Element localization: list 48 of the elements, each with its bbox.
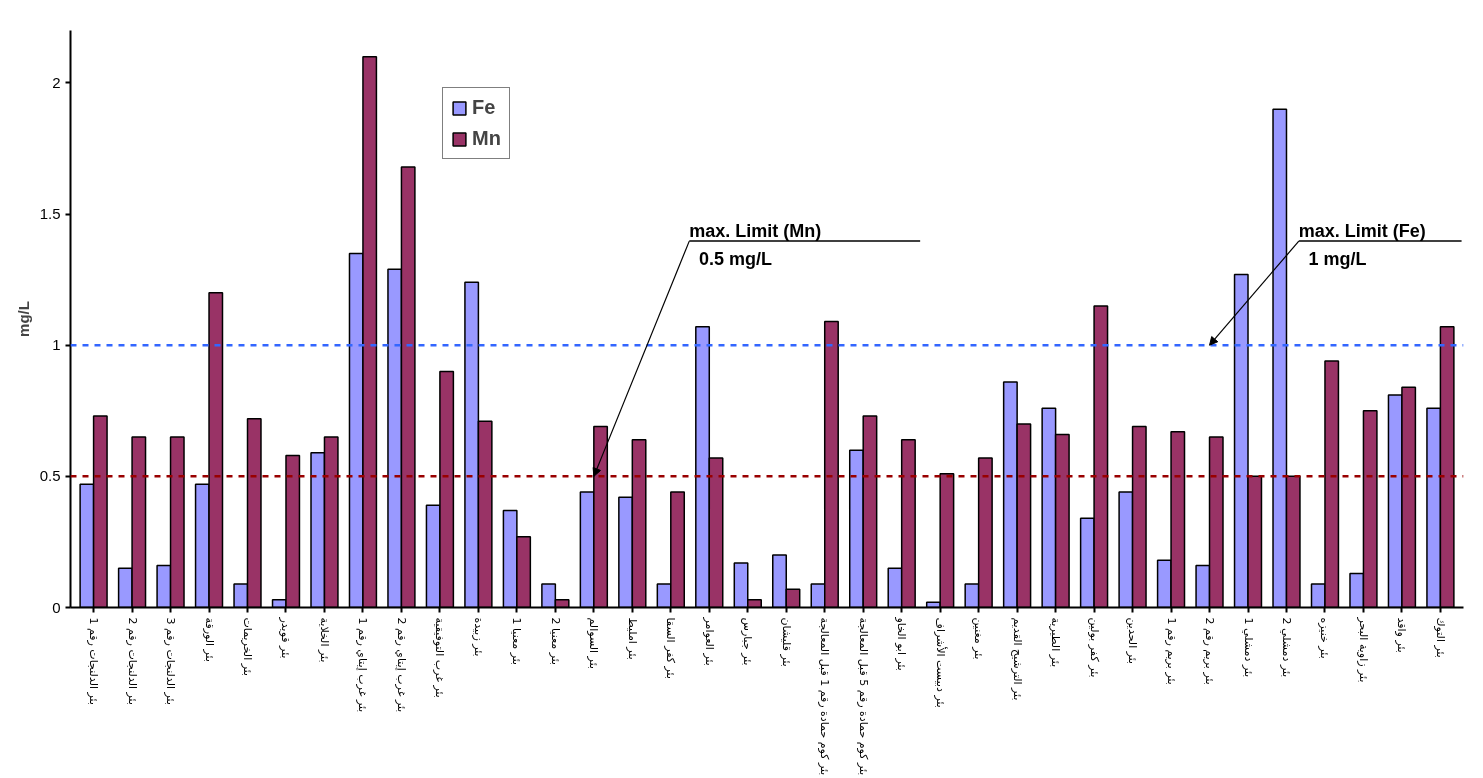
x-tick-label: بئر غرب إيتاي رقم 1 — [356, 617, 370, 713]
x-tick-label: بئر الخريمات — [241, 617, 255, 677]
x-tick-label: بئر الدلنجات رقم 1 — [87, 617, 101, 705]
x-tick-label: بئر كوم حمادة رقم 1 قبل المعالجة — [818, 617, 832, 776]
x-tick-label: بئر زاوية البحر — [1356, 616, 1370, 683]
x-tick-label: بئر بريم رقم 1 — [1164, 617, 1178, 685]
y-tick-label: 0.5 — [39, 467, 61, 485]
x-tick-label: بئر خنيزه — [1318, 617, 1332, 659]
x-tick-label: بئر السوالم — [587, 617, 601, 670]
x-tick-label: بئر العوامر — [702, 616, 716, 666]
x-tick-label: بئر غرب التوفيقية — [433, 617, 447, 698]
x-tick-label: بئر دمشلي 1 — [1241, 617, 1255, 678]
annotation: max. Limit (Mn) — [689, 221, 822, 242]
x-tick-label: بئر دبيست الأشراف — [933, 617, 948, 708]
x-tick-label: بئر الترشيح القديم — [1010, 617, 1024, 701]
x-tick-label: بئر الدلنجات رقم 3 — [164, 617, 178, 705]
x-tick-label: بئر معنيا 1 — [510, 617, 524, 666]
x-tick-label: بئر ابو الخاو — [895, 616, 909, 671]
y-tick-label: 1.5 — [39, 205, 61, 223]
x-tick-label: بئر كفر بولين — [1087, 617, 1101, 678]
legend-label: Mn — [472, 127, 501, 150]
x-tick-label: بئر امليط — [625, 617, 639, 660]
y-tick-label: 0 — [52, 598, 61, 616]
annotation: 1 mg/L — [1308, 248, 1367, 269]
annotation: max. Limit (Fe) — [1298, 221, 1426, 242]
x-tick-label: بئر الخلاية — [317, 617, 331, 663]
x-tick-label: بئر معنيا 2 — [548, 617, 562, 666]
x-tick-label: بئر بريم رقم 2 — [1203, 617, 1217, 685]
x-tick-label: بئر زبيدة — [471, 617, 485, 657]
legend-label: Fe — [472, 96, 496, 119]
x-tick-label: بئر قويدر — [279, 616, 293, 659]
x-tick-label: بئر التوك — [1433, 617, 1447, 658]
annotation: 0.5 mg/L — [698, 248, 772, 269]
x-tick-label: بئر كفر السقا — [664, 617, 678, 679]
x-tick-label: بئر كوم حمادة رقم 5 قبل المعالجة — [856, 617, 870, 776]
x-tick-label: بئر الدلنجات رقم 2 — [125, 617, 139, 705]
x-tick-label: بئر دمشلي 2 — [1279, 617, 1293, 678]
y-tick-label: 1 — [52, 336, 61, 354]
x-tick-label: بئر غرب إيتاي رقم 2 — [394, 617, 408, 713]
x-tick-label: بئر الطيرية — [1049, 617, 1063, 668]
y-axis-title: mg/L — [14, 301, 32, 337]
y-tick-label: 2 — [52, 73, 61, 91]
x-tick-label: بئر جبارس — [741, 617, 755, 666]
x-tick-label: بئر الورقة — [202, 617, 216, 663]
x-tick-label: بئر واقد — [1395, 617, 1409, 653]
x-tick-label: بئر قليشان — [779, 617, 793, 667]
x-tick-label: بئر الحدين — [1126, 617, 1140, 665]
x-tick-label: بئر مغنين — [972, 617, 986, 660]
